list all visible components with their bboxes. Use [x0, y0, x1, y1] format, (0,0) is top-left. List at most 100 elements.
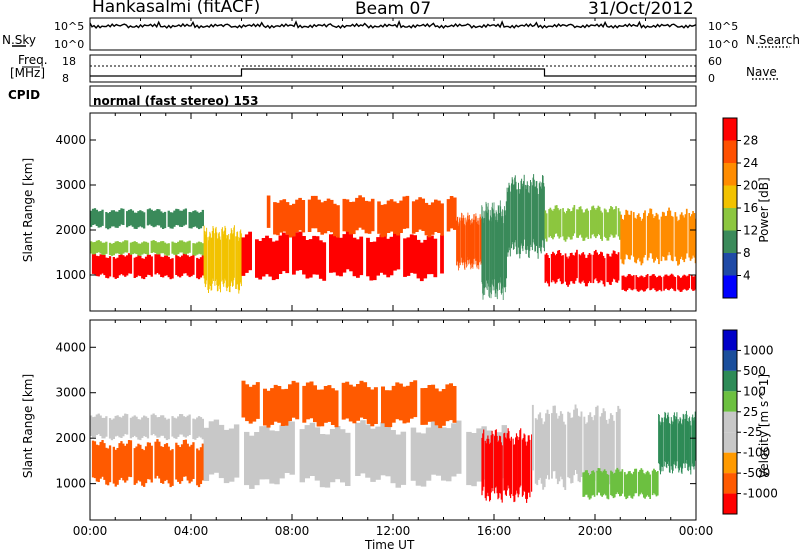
- vel-echo-cell: [137, 443, 140, 481]
- power-echo-cell: [592, 254, 595, 284]
- vel-echo-cell: [610, 470, 612, 496]
- power-echo-cell: [156, 209, 159, 226]
- power-echo-cell: [372, 241, 377, 281]
- velocity-colorbar-label: 1000: [743, 343, 774, 357]
- vel-echo-cell: [173, 417, 176, 439]
- power-echo-cell: [335, 237, 340, 276]
- vel-echo-cell: [266, 390, 271, 428]
- power-echo-cell: [133, 212, 136, 229]
- vel-echo-cell: [334, 390, 339, 428]
- power-echo-cell: [587, 210, 590, 239]
- vel-echo-cell: [402, 386, 407, 424]
- power-echo-cell: [162, 257, 165, 278]
- power-echo-cell: [613, 251, 616, 280]
- power-colorbar-label: 4: [743, 269, 751, 283]
- power-echo-cell: [497, 205, 499, 283]
- vel-echo-cell: [179, 447, 182, 484]
- power-echo-cell: [307, 199, 312, 232]
- vel-echo-cell: [635, 468, 638, 494]
- vel-echo-cell: [682, 413, 684, 463]
- power-echo-cell: [636, 277, 639, 292]
- vel-echo-cell: [483, 429, 485, 487]
- power-echo-cell: [540, 188, 542, 254]
- vel-echo-cell: [520, 428, 522, 486]
- vel-echo-cell: [617, 469, 620, 494]
- vel-echo-cell: [689, 416, 691, 466]
- xtick-label: 04:00: [174, 524, 209, 538]
- power-echo-cell: [683, 217, 686, 263]
- vel-echo-cell: [154, 441, 157, 479]
- vel-echo-cell: [116, 415, 119, 436]
- vel-echo-cell: [201, 443, 204, 481]
- power-echo-cell: [511, 177, 513, 242]
- vel-echo-cell: [616, 467, 619, 493]
- vel-echo-cell: [158, 417, 161, 438]
- power-echo-cell: [209, 231, 211, 285]
- vel-echo-cell: [252, 384, 257, 422]
- power-echo-cell: [597, 205, 600, 234]
- power-echo-cell: [648, 213, 650, 258]
- power-echo-cell: [216, 232, 218, 286]
- power-echo-cell: [160, 241, 163, 254]
- noise-sky-line: [89, 19, 697, 30]
- power-echo-cell: [472, 224, 474, 269]
- power-echo-cell: [383, 204, 388, 237]
- power-echo-cell: [229, 239, 231, 293]
- power-echo-cell: [495, 216, 497, 294]
- power-colorbar-label: 8: [743, 246, 751, 260]
- power-echo-cell: [536, 188, 538, 254]
- vel-echo-cell: [521, 439, 523, 497]
- power-echo-cell: [650, 208, 653, 254]
- power-echo-cell: [427, 204, 432, 238]
- power-echo-cell: [608, 256, 611, 285]
- power-echo-cell: [527, 185, 529, 250]
- power-echo-cell: [591, 206, 593, 235]
- vel-echo-cell: [400, 431, 407, 485]
- power-echo-cell: [93, 254, 97, 275]
- vel-echo-cell: [97, 413, 100, 435]
- power-echo-cell: [535, 181, 537, 246]
- vel-echo-cell: [163, 417, 167, 439]
- vel-echo-cell: [188, 446, 191, 484]
- power-echo-cell: [576, 249, 578, 279]
- vel-echo-cell: [165, 419, 169, 441]
- power-echo-cell: [605, 209, 607, 238]
- power-echo-cell: [146, 209, 150, 226]
- power-echo-cell: [266, 195, 271, 228]
- vel-echo-cell: [162, 447, 165, 484]
- power-echo-cell: [579, 255, 582, 284]
- power-echo-cell: [458, 225, 459, 271]
- vel-echo-cell: [665, 417, 667, 467]
- vel-echo-cell: [167, 418, 170, 440]
- vel-echo-cell: [662, 422, 664, 472]
- power-echo-cell: [173, 210, 176, 227]
- power-echo-cell: [240, 229, 242, 283]
- vel-echo-cell: [685, 410, 687, 460]
- vel-echo-cell: [223, 429, 230, 484]
- vel-echo-cell: [277, 386, 282, 423]
- power-echo-cell: [646, 274, 649, 289]
- power-echo-cell: [679, 214, 682, 260]
- power-echo-cell: [640, 275, 643, 290]
- vel-echo-cell: [156, 417, 159, 438]
- vel-echo-cell: [126, 414, 129, 435]
- power-echo-cell: [158, 254, 161, 275]
- vel-echo-cell: [668, 416, 670, 466]
- power-echo-cell: [222, 231, 224, 285]
- vel-echo-cell: [612, 473, 615, 499]
- power-echo-cell: [492, 213, 494, 291]
- vel-echo-cell: [671, 420, 673, 470]
- power-echo-cell: [370, 198, 375, 232]
- vel-echo-cell: [323, 386, 328, 423]
- power-echo-cell: [583, 212, 586, 241]
- power-echo-cell: [219, 236, 221, 290]
- power-echo-cell: [167, 243, 170, 256]
- power-echo-cell: [271, 241, 276, 281]
- power-echo-cell: [651, 274, 654, 289]
- velocity-colorbar-cell: [723, 452, 737, 474]
- power-echo-cell: [678, 219, 680, 265]
- power-ytick-label: 3000: [55, 178, 86, 192]
- vel-echo-cell: [570, 417, 573, 484]
- vel-echo-cell: [388, 390, 393, 428]
- vel-echo-cell: [526, 445, 528, 503]
